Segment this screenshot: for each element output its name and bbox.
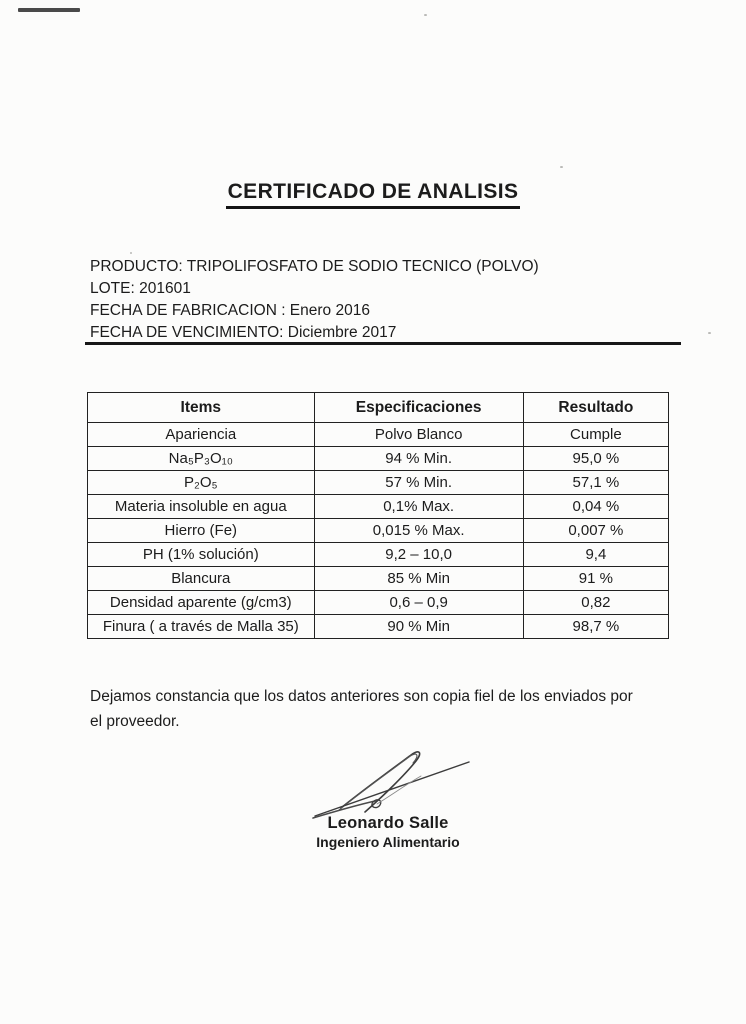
specifications-table: Items Especificaciones Resultado Aparienci…	[87, 392, 670, 639]
table-header-cell: Especificaciones	[313, 392, 524, 423]
table-cell: Apariencia	[87, 422, 315, 447]
scan-speck	[708, 332, 711, 334]
table-row: Na₅P₃O₁₀ 94 % Min. 95,0 %	[87, 446, 670, 471]
table-row: Apariencia Polvo Blanco Cumple	[87, 422, 670, 447]
scan-speck	[130, 252, 132, 254]
table-header-row: Items Especificaciones Resultado	[87, 392, 670, 423]
table-cell: 98,7 %	[522, 614, 670, 639]
table-cell: Polvo Blanco	[313, 422, 524, 447]
horizontal-rule	[85, 342, 681, 345]
table-cell: PH (1% solución)	[87, 542, 315, 567]
table-row: PH (1% solución) 9,2 – 10,0 9,4	[87, 542, 670, 567]
document-title: CERTIFICADO DE ANALISIS	[225, 180, 521, 209]
table-cell: Hierro (Fe)	[87, 518, 315, 543]
scan-speck	[560, 166, 563, 168]
scan-speck	[424, 14, 427, 16]
fabrication-date-line: FECHA DE FABRICACION : Enero 2016	[90, 302, 370, 319]
table-cell: 57,1 %	[522, 470, 670, 495]
table-cell: 57 % Min.	[313, 470, 524, 495]
table-cell: P₂O₅	[87, 470, 315, 495]
table-cell: 90 % Min	[313, 614, 524, 639]
table-cell: 9,2 – 10,0	[313, 542, 524, 567]
table-cell: 0,82	[522, 590, 670, 615]
scan-artifact-mark	[18, 8, 80, 12]
signer-name: Leonardo Salle	[327, 814, 449, 832]
table-body: Apariencia Polvo Blanco Cumple Na₅P₃O₁₀ 94 %…	[87, 422, 670, 639]
table-cell: 0,6 – 0,9	[313, 590, 524, 615]
table-cell: 0,007 %	[522, 518, 670, 543]
table-header-cell: Items	[87, 392, 315, 423]
product-line: PRODUCTO: TRIPOLIFOSFATO DE SODIO TECNIC…	[90, 258, 539, 275]
table-cell: Na₅P₃O₁₀	[87, 446, 315, 471]
document-title-container: CERTIFICADO DE ANALISIS	[0, 180, 746, 209]
table-row: Materia insoluble en agua 0,1% Max. 0,04 %	[87, 494, 670, 519]
table-cell: 0,1% Max.	[313, 494, 524, 519]
table-cell: 91 %	[522, 566, 670, 591]
table-cell: Finura ( a través de Malla 35)	[87, 614, 315, 639]
table-cell: Densidad aparente (g/cm3)	[87, 590, 315, 615]
table-row: P₂O₅ 57 % Min. 57,1 %	[87, 470, 670, 495]
table-cell: 0,015 % Max.	[313, 518, 524, 543]
table-row: Densidad aparente (g/cm3) 0,6 – 0,9 0,82	[87, 590, 670, 615]
certification-note: Dejamos constancia que los datos anterio…	[90, 688, 633, 730]
lot-line: LOTE: 201601	[90, 280, 191, 297]
table-cell: Blancura	[87, 566, 315, 591]
table-cell: 94 % Min.	[313, 446, 524, 471]
table-cell: 85 % Min	[313, 566, 524, 591]
table-header-cell: Resultado	[522, 392, 670, 423]
table-row: Finura ( a través de Malla 35) 90 % Min 98…	[87, 614, 670, 639]
table-cell: Cumple	[522, 422, 670, 447]
table-row: Hierro (Fe) 0,015 % Max. 0,007 %	[87, 518, 670, 543]
signature-image	[312, 751, 470, 819]
table-cell: 95,0 %	[522, 446, 670, 471]
expiry-date-line: FECHA DE VENCIMIENTO: Diciembre 2017	[90, 324, 397, 341]
table-cell: 9,4	[522, 542, 670, 567]
table-cell: 0,04 %	[522, 494, 670, 519]
signature-block: Leonardo Salle Ingeniero Alimentario	[288, 746, 488, 850]
signer-title: Ingeniero Alimentario	[316, 834, 460, 850]
table-row: Blancura 85 % Min 91 %	[87, 566, 670, 591]
table-cell: Materia insoluble en agua	[87, 494, 315, 519]
product-info-block: PRODUCTO: TRIPOLIFOSFATO DE SODIO TECNIC…	[90, 256, 539, 344]
